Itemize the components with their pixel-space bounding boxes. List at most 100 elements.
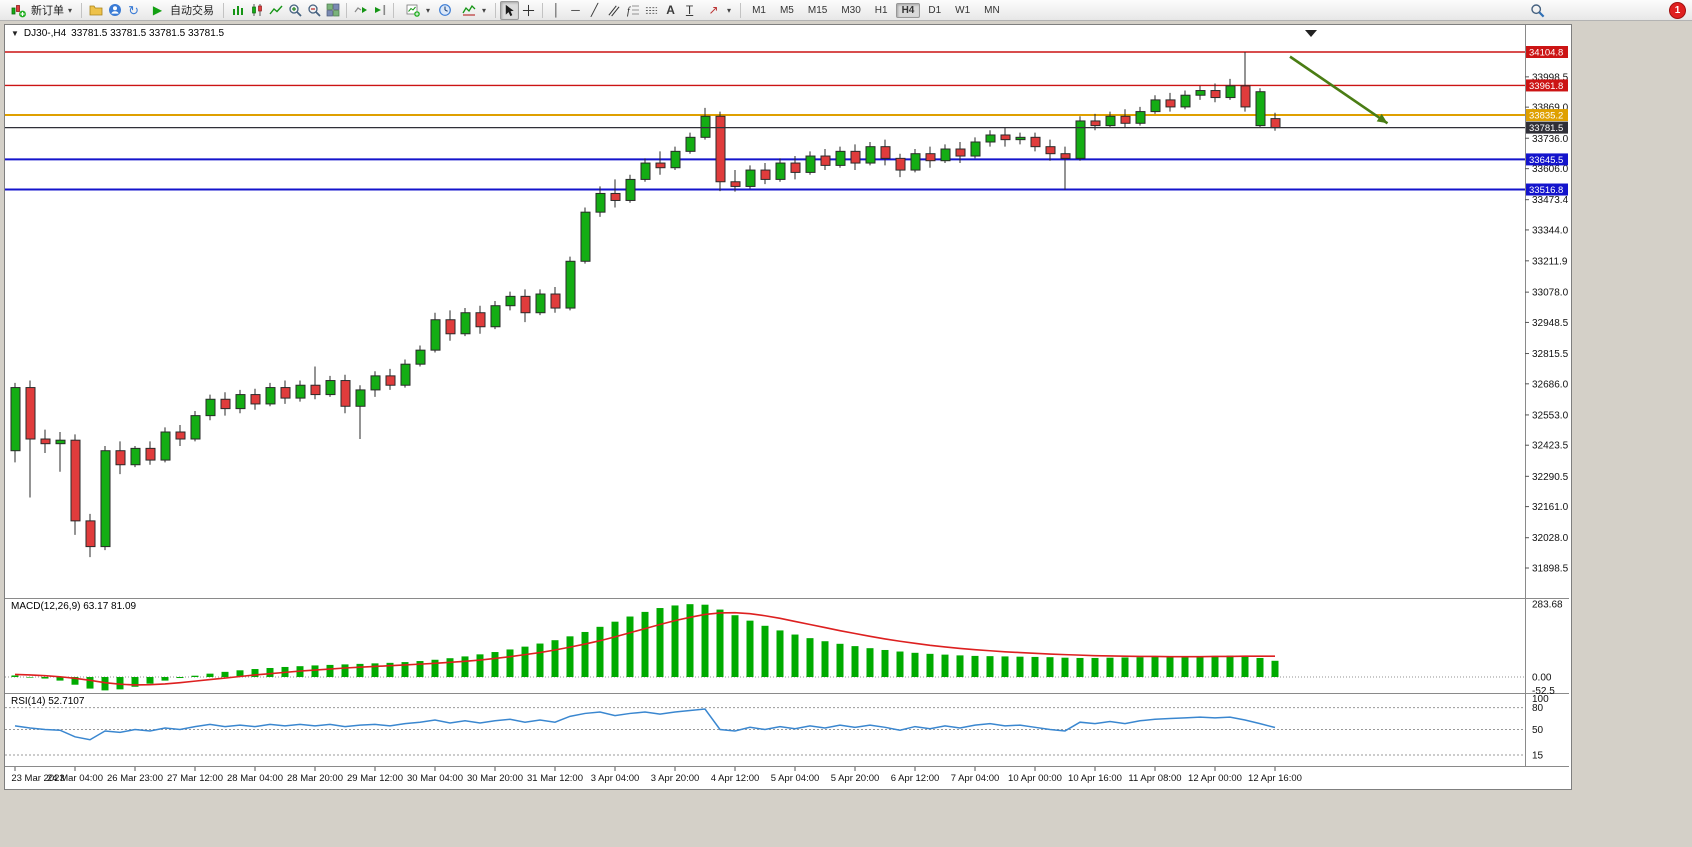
time-tick-label: 10 Apr 16:00 [1068, 773, 1122, 784]
price-tick-label: 32290.5 [1532, 472, 1569, 483]
profiles-icon[interactable] [86, 1, 105, 20]
rsi-indicator-label: RSI(14) 52.7107 [11, 696, 85, 707]
macd-hist-bar [791, 634, 799, 677]
candle-bull [205, 398, 216, 417]
macd-hist-bar [1001, 656, 1009, 677]
candle-bear [730, 181, 741, 187]
candle-bull [745, 169, 756, 187]
pane-separators[interactable] [5, 25, 1569, 767]
chart-shift-marker-icon[interactable] [1305, 30, 1317, 37]
timeframe-M5[interactable]: M5 [779, 5, 794, 16]
chart-shift-icon[interactable] [370, 1, 389, 20]
candle-bull [325, 380, 336, 396]
macd-tick-label: -52.5 [1532, 686, 1555, 697]
trend-arrow[interactable] [1289, 55, 1389, 125]
tile-windows-icon[interactable] [323, 1, 342, 20]
candle-bull [1105, 115, 1116, 127]
candle-bull [295, 384, 306, 399]
candle-bull [670, 150, 681, 169]
time-tick-label: 7 Apr 04:00 [951, 773, 1000, 784]
shapes-icon[interactable] [642, 1, 661, 20]
time-tick-label: 12 Apr 16:00 [1248, 773, 1302, 784]
cycles-icon[interactable] [435, 1, 454, 20]
macd-hist-bar [86, 677, 94, 689]
macd-hist-bar [686, 604, 694, 677]
time-tick-label: 5 Apr 20:00 [831, 773, 880, 784]
svg-text:f: f [627, 6, 631, 17]
candle-bear [925, 153, 936, 162]
community-icon[interactable] [105, 1, 124, 20]
macd-pane [5, 604, 1525, 691]
timeframe-W1[interactable]: W1 [955, 5, 971, 16]
vertical-line-icon[interactable]: │ [552, 3, 561, 17]
cursor-icon[interactable] [500, 0, 520, 20]
arrows-button[interactable]: ↗ ▾ [699, 0, 736, 21]
one-click-trading-toggle-icon[interactable]: ▼ [11, 29, 19, 38]
price-tag-33516.8: 33516.8 [1526, 183, 1568, 196]
candle-bull [490, 305, 501, 328]
indicators-icon [459, 1, 478, 20]
indicators-button[interactable]: ▾ [454, 0, 491, 21]
candle-bull [430, 319, 441, 351]
timeframe-MN[interactable]: MN [984, 5, 1000, 16]
macd-hist-bar [1181, 656, 1189, 677]
timeframe-M30[interactable]: M30 [841, 5, 861, 16]
chart-canvas[interactable]: 33998.5 33869.0 33736.0 33606.0 33473.4 33344… [5, 25, 1569, 787]
refresh-icon[interactable]: ↻ [128, 2, 139, 18]
candle-bull [1225, 85, 1236, 99]
new-order-button[interactable]: 新订单 ▾ [4, 0, 77, 21]
svg-text:33961.8: 33961.8 [1529, 81, 1563, 92]
candle-bear [955, 148, 966, 157]
bars-chart-icon[interactable] [228, 1, 247, 20]
trendline-icon[interactable]: ╱ [590, 3, 599, 17]
auto-trading-button[interactable]: ▶ 自动交易 [143, 0, 219, 21]
timeframe-group: M1 M5 M15 M30 H1 H4 D1 W1 MN [745, 3, 1007, 18]
candles-layer [10, 52, 1281, 558]
timeframe-H4[interactable]: H4 [895, 3, 921, 18]
price-tick-label: 33473.4 [1532, 195, 1569, 206]
crosshair-icon[interactable] [519, 1, 538, 20]
fibonacci-icon[interactable]: f [623, 1, 642, 20]
chart-symbol-timeframe: DJ30-,H4 [23, 28, 67, 39]
new-chart-button[interactable]: ▾ [398, 0, 435, 21]
search-icon[interactable] [1528, 1, 1547, 20]
macd-hist-bar [536, 643, 544, 677]
new-chart-icon [403, 1, 422, 20]
auto-scroll-icon[interactable] [351, 1, 370, 20]
zoom-in-icon[interactable] [285, 1, 304, 20]
zoom-out-icon[interactable] [304, 1, 323, 20]
macd-hist-bar [71, 677, 79, 685]
timeframe-M1[interactable]: M1 [752, 5, 766, 16]
line-chart-icon[interactable] [266, 1, 285, 20]
candle-bear [385, 375, 396, 386]
price-tick-label: 32686.0 [1532, 379, 1569, 390]
timeframe-D1[interactable]: D1 [928, 5, 942, 16]
candle-bull [100, 450, 111, 548]
rsi-tick-label: 50 [1532, 725, 1544, 736]
macd-hist-bar [986, 656, 994, 677]
timeframe-H1[interactable]: H1 [874, 5, 888, 16]
candle-bear [145, 447, 156, 461]
time-tick-label: 29 Mar 12:00 [347, 773, 403, 784]
candle-bull [460, 312, 471, 335]
macd-hist-bar [26, 677, 34, 678]
horizontal-line-icon[interactable]: ─ [571, 3, 580, 17]
macd-hist-bar [476, 654, 484, 677]
candle-bear [25, 387, 36, 440]
macd-indicator-label: MACD(12,26,9) 63.17 81.09 [11, 601, 137, 612]
text-icon[interactable]: A [666, 3, 675, 17]
equidistant-channel-icon[interactable] [604, 1, 623, 20]
candle-bull [10, 387, 21, 452]
notification-badge[interactable]: 1 [1669, 1, 1686, 19]
time-tick-label: 31 Mar 12:00 [527, 773, 583, 784]
candles-chart-icon[interactable] [247, 1, 266, 20]
price-tick-label: 33078.0 [1532, 288, 1569, 299]
macd-hist-bar [236, 670, 244, 677]
candle-bull [160, 431, 171, 461]
text-label-icon[interactable]: T [685, 3, 694, 17]
macd-hist-bar [821, 641, 829, 677]
macd-hist-bar [1196, 656, 1204, 677]
timeframe-M15[interactable]: M15 [807, 5, 828, 16]
price-axis[interactable]: 33998.5 33869.0 33736.0 33606.0 33473.4 33344… [1525, 46, 1569, 762]
